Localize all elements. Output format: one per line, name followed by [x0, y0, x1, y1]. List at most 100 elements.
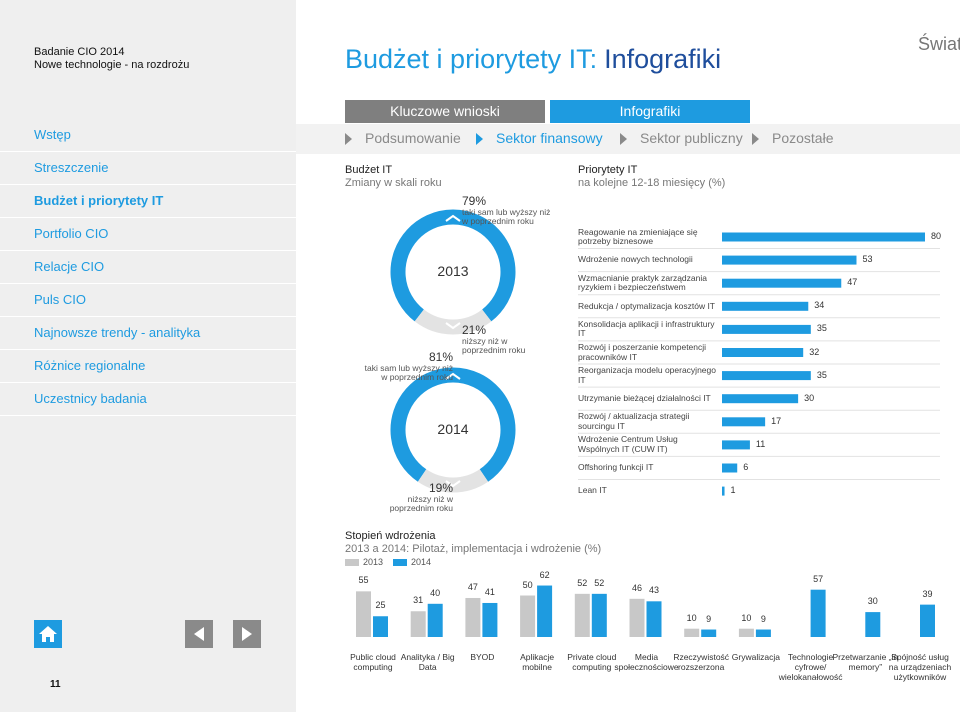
bar-value-label: 10	[686, 612, 697, 623]
bar	[722, 371, 811, 381]
bar-value-label: 1	[730, 485, 736, 496]
tab[interactable]: Kluczowe wnioski	[345, 100, 545, 123]
chevron	[445, 372, 461, 380]
nav-item[interactable]: Portfolio CIO	[0, 218, 296, 251]
bar	[427, 603, 443, 637]
nav-item[interactable]: Najnowsze trendy - analityka	[0, 317, 296, 350]
donut-category-label: niższy niż w poprzednim roku	[389, 494, 453, 513]
sidebar-title: Badanie CIO 2014	[34, 46, 125, 58]
page-title-part: Infografiki	[604, 44, 722, 74]
bar	[684, 628, 700, 637]
bar-category-label: Wzmacnianie praktyk zarządzania ryzykiem…	[578, 272, 707, 293]
nav-item[interactable]: Streszczenie	[0, 152, 296, 185]
bar-value-label: 30	[804, 392, 815, 403]
x-category-label: Rzeczywistość rozszerzona	[673, 652, 730, 672]
bar-value-label: 53	[862, 254, 873, 265]
bar	[722, 394, 799, 404]
bar	[629, 598, 645, 637]
subtab-arrow	[476, 133, 483, 145]
donut-value-label: 19%	[428, 481, 453, 495]
nav-item[interactable]: Wstęp	[0, 119, 296, 152]
bar	[722, 278, 842, 288]
bar-value-label: 40	[430, 587, 441, 598]
nav-item[interactable]: Budżet i priorytety IT	[0, 185, 296, 218]
nav-item[interactable]: Różnice regionalne	[0, 350, 296, 383]
bar-category-label: Utrzymanie bieżącej działalności IT	[578, 392, 711, 403]
bar-category-label: Rozwój / aktualizacja strategii sourcing…	[578, 411, 690, 431]
x-category-label: Media społecznościowe	[614, 652, 679, 672]
bar-value-label: 34	[814, 300, 825, 311]
x-category-label: BYOD	[470, 652, 495, 662]
nav-item[interactable]: Relacje CIO	[0, 251, 296, 284]
bar	[591, 593, 607, 637]
legend-label: 2014	[411, 557, 432, 567]
bar	[373, 616, 388, 637]
chart-subtitle: na kolejne 12-18 miesięcy (%)	[578, 177, 726, 189]
bar-value-label: 25	[375, 600, 386, 611]
bar-category-label: Rozwój i poszerzanie kompetencji pracown…	[578, 342, 707, 362]
chevron	[445, 480, 461, 488]
region[interactable]: Świat	[918, 34, 960, 54]
tab[interactable]: Infografiki	[550, 100, 750, 123]
bar-value-label: 57	[813, 573, 824, 584]
bar-value-label: 10	[741, 612, 752, 623]
bar	[410, 611, 426, 637]
nav-item[interactable]: Uczestnicy badania	[0, 383, 296, 416]
bar-value-label: 47	[847, 277, 858, 288]
nav-item[interactable]: Puls CIO	[0, 284, 296, 317]
next-button[interactable]	[233, 620, 261, 648]
bar	[701, 629, 717, 637]
bar	[537, 585, 553, 637]
bar-value-label: 30	[867, 596, 878, 607]
bar	[574, 593, 590, 637]
legend-label: 2013	[363, 557, 384, 567]
bar	[722, 232, 925, 242]
bar-value-label: 31	[413, 595, 424, 606]
bar-value-label: 9	[706, 613, 712, 624]
bar	[722, 301, 809, 311]
bar	[465, 597, 481, 637]
donut-center-label: 2013	[437, 263, 469, 279]
donut-value-label: 79%	[462, 194, 487, 208]
bar-category-label: Reagowanie na zmieniające się potrzeby b…	[578, 226, 698, 246]
subtab[interactable]: Pozostałe	[772, 130, 834, 146]
donut-center-label: 2014	[437, 421, 469, 437]
bar-value-label: 11	[755, 438, 766, 449]
bar	[722, 486, 725, 496]
bar	[356, 591, 371, 637]
donut-category-label: niższy niż w poprzednim roku	[462, 336, 526, 355]
bar	[722, 440, 750, 450]
bar-category-label: Offshoring funkcji IT	[578, 462, 654, 473]
x-category-label: Spójność usług na urządzeniach użytkowni…	[888, 652, 952, 682]
bar-value-label: 80	[931, 231, 942, 241]
subtab[interactable]: Podsumowanie	[365, 130, 461, 146]
chevron	[445, 214, 461, 222]
chevron	[445, 322, 461, 330]
bar-category-label: Redukcja / optymalizacja kosztów IT	[578, 300, 715, 311]
bar-value-label: 41	[484, 586, 495, 597]
bar	[865, 612, 881, 637]
bar-category-label: Reorganizacja modelu operacyjnego IT	[578, 365, 716, 385]
subtab[interactable]: Sektor finansowy	[496, 130, 603, 146]
home-button[interactable]	[34, 620, 62, 648]
bar-value-label: 6	[743, 462, 749, 472]
subtab[interactable]: Sektor publiczny	[640, 130, 743, 146]
legend-swatch	[393, 559, 407, 566]
subtab-arrow	[752, 133, 759, 145]
prev-button[interactable]	[185, 620, 213, 648]
donut-category-label: taki sam lub wyższy niż w poprzednim rok…	[462, 207, 551, 226]
prev-icon	[194, 627, 204, 641]
bar-value-label: 43	[648, 585, 659, 596]
bar	[810, 589, 826, 637]
page-title: Budżet i priorytety IT: Infografiki	[345, 44, 721, 75]
legend-swatch	[345, 559, 359, 566]
subtab-arrow	[345, 133, 352, 145]
bar-value-label: 32	[809, 346, 820, 357]
donut-category-label: taki sam lub wyższy niż w poprzednim rok…	[364, 363, 453, 382]
chart-title: Priorytety IT	[578, 164, 638, 176]
bar-value-label: 62	[539, 569, 550, 580]
sidebar	[0, 0, 296, 712]
bar-category-label: Wdrożenie nowych technologii	[578, 254, 693, 265]
x-category-label: Technologie cyfrowe/ wielokanałowość	[778, 652, 843, 682]
